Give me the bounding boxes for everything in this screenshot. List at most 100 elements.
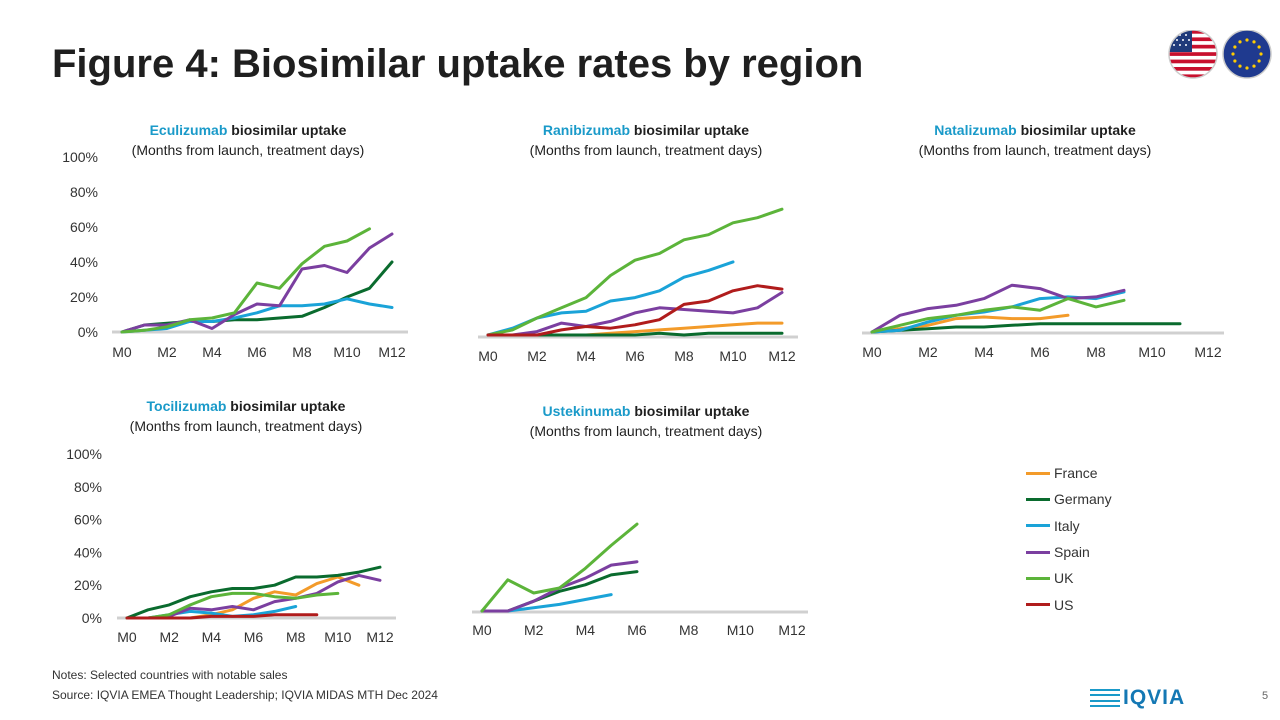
series-line-uk-ranibizumab: [486, 207, 784, 337]
series-line-italy-eculizumab: [120, 297, 394, 334]
x-tick-label: M8: [674, 348, 694, 364]
x-tick-label: M10: [333, 344, 360, 360]
chart-ranibizumab: Ranibizumab biosimilar uptake (Months fro…: [478, 122, 798, 364]
us-flag-icon: [1169, 30, 1217, 78]
chart-title-rest: biosimilar uptake: [630, 122, 749, 138]
y-tick-label: 0%: [78, 324, 98, 340]
series-line-us-tocilizumab: [125, 613, 319, 620]
x-tick-label: M0: [112, 344, 132, 360]
logo-text: IQVIA: [1123, 686, 1186, 709]
x-tick-label: M6: [1030, 344, 1050, 360]
logo-lines-icon: [1090, 689, 1120, 707]
series-line-us-ranibizumab: [486, 284, 784, 337]
x-tick-label: M4: [202, 629, 222, 645]
x-tick-label: M2: [157, 344, 177, 360]
legend-swatch: [1026, 471, 1050, 475]
chart-natalizumab: Natalizumab biosimilar uptake (Months fro…: [862, 122, 1224, 360]
chart-tocilizumab: Tocilizumab biosimilar uptake (Months fro…: [66, 398, 396, 645]
x-tick-label: M12: [768, 348, 795, 364]
x-tick-label: M4: [202, 344, 222, 360]
series-line-spain-tocilizumab: [125, 573, 382, 620]
x-tick-label: M8: [1086, 344, 1106, 360]
y-tick-label: 60%: [74, 512, 102, 528]
chart-ustekinumab: Ustekinumab biosimilar uptake (Months fro…: [472, 403, 808, 638]
x-tick-label: M6: [247, 344, 267, 360]
x-tick-label: M8: [286, 629, 306, 645]
chart-title-drug: Ranibizumab: [543, 122, 630, 138]
x-tick-label: M12: [378, 344, 405, 360]
x-tick-label: M0: [862, 344, 882, 360]
x-tick-label: M4: [576, 348, 596, 364]
y-tick-label: 80%: [74, 479, 102, 495]
page-number: 5: [1262, 690, 1269, 702]
series-line-spain-eculizumab: [120, 232, 394, 334]
chart-title-drug: Natalizumab: [934, 122, 1016, 138]
y-tick-label: 40%: [74, 544, 102, 560]
x-tick-label: M4: [974, 344, 994, 360]
legend-label: UK: [1054, 570, 1074, 587]
chart-title-drug: Ustekinumab: [543, 403, 631, 419]
x-tick-label: M10: [719, 348, 746, 364]
chart-subtitle: (Months from launch, treatment days): [530, 423, 763, 439]
legend-item-italy: Italy: [1026, 513, 1112, 539]
x-tick-label: M8: [292, 344, 312, 360]
x-tick-label: M12: [366, 629, 393, 645]
legend-item-us: US: [1026, 591, 1112, 617]
chart-title-rest: biosimilar uptake: [630, 403, 749, 419]
series-line-germany-tocilizumab: [125, 565, 382, 620]
series-line-uk-ustekinumab: [480, 522, 639, 613]
footnotes: Notes: Selected countries with notable s…: [52, 665, 438, 705]
legend-swatch: [1026, 524, 1050, 528]
y-tick-label: 60%: [70, 219, 98, 235]
x-tick-label: M10: [727, 622, 754, 638]
legend-item-uk: UK: [1026, 565, 1112, 591]
y-tick-label: 40%: [70, 254, 98, 270]
notes-text: Notes: Selected countries with notable s…: [52, 668, 288, 682]
chart-title: Natalizumab biosimilar uptake: [934, 122, 1136, 138]
chart-title-drug: Tocilizumab: [147, 398, 227, 414]
region-flags: [1168, 29, 1272, 87]
chart-title: Tocilizumab biosimilar uptake: [147, 398, 346, 414]
series-line-spain-ranibizumab: [486, 291, 784, 337]
series-line-germany-natalizumab: [870, 322, 1182, 334]
x-tick-label: M0: [472, 622, 492, 638]
y-tick-label: 20%: [70, 289, 98, 305]
legend-swatch: [1026, 603, 1050, 607]
x-tick-label: M12: [1194, 344, 1221, 360]
chart-subtitle: (Months from launch, treatment days): [530, 142, 763, 158]
chart-subtitle: (Months from launch, treatment days): [130, 418, 363, 434]
iqvia-logo: IQVIA: [1090, 686, 1185, 710]
chart-title: Eculizumab biosimilar uptake: [150, 122, 347, 138]
chart-title: Ustekinumab biosimilar uptake: [543, 403, 750, 419]
x-tick-label: M2: [524, 622, 544, 638]
slide-title: Figure 4: Biosimilar uptake rates by reg…: [52, 42, 864, 86]
series-line-uk-natalizumab: [870, 297, 1126, 334]
chart-legend: France Germany Italy Spain UK US: [1026, 460, 1112, 618]
chart-subtitle: (Months from launch, treatment days): [132, 142, 365, 158]
x-tick-label: M6: [244, 629, 264, 645]
x-tick-label: M6: [625, 348, 645, 364]
legend-label: Spain: [1054, 544, 1090, 561]
chart-title-drug: Eculizumab: [150, 122, 228, 138]
series-line-uk-eculizumab: [120, 227, 371, 334]
x-tick-label: M12: [778, 622, 805, 638]
x-tick-label: M2: [159, 629, 179, 645]
x-tick-label: M2: [918, 344, 938, 360]
y-tick-label: 100%: [66, 446, 102, 462]
chart-title-rest: biosimilar uptake: [227, 122, 346, 138]
x-tick-label: M6: [627, 622, 647, 638]
y-tick-label: 20%: [74, 577, 102, 593]
chart-subtitle: (Months from launch, treatment days): [919, 142, 1152, 158]
x-tick-label: M8: [679, 622, 699, 638]
series-line-spain-natalizumab: [870, 283, 1126, 334]
x-tick-label: M4: [576, 622, 596, 638]
legend-label: US: [1054, 596, 1074, 613]
legend-swatch: [1026, 550, 1050, 554]
y-tick-label: 100%: [62, 149, 98, 165]
series-line-uk-tocilizumab: [125, 591, 340, 620]
x-tick-label: M0: [478, 348, 498, 364]
legend-item-germany: Germany: [1026, 486, 1112, 512]
series-line-france-tocilizumab: [125, 575, 361, 620]
x-tick-label: M10: [324, 629, 351, 645]
legend-label: France: [1054, 465, 1098, 482]
